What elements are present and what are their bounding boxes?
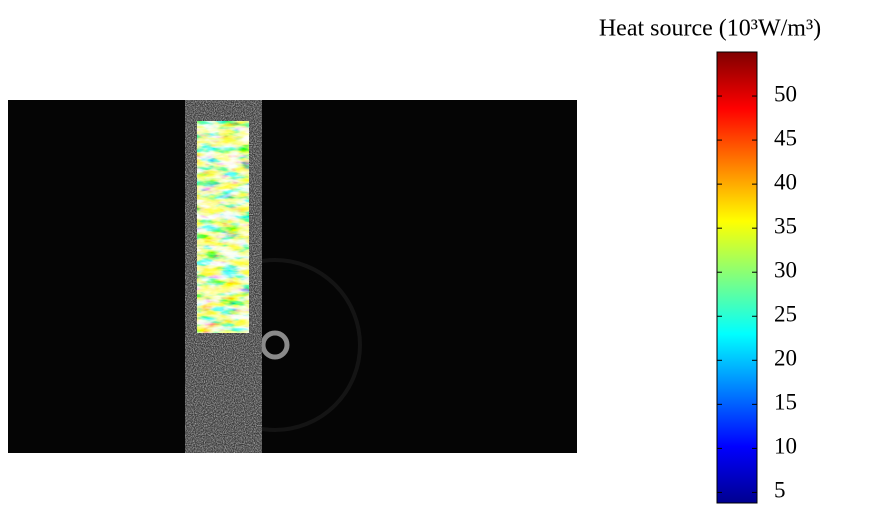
colorbar xyxy=(716,51,758,504)
tick-label: 5 xyxy=(774,478,786,503)
tick-label: 30 xyxy=(774,257,797,282)
tick-label: 20 xyxy=(774,346,797,371)
heat-overlay xyxy=(197,121,249,333)
tick-label: 35 xyxy=(774,213,797,238)
colorbar-title: Heat source (10³W/m³) xyxy=(599,16,821,42)
tick-label: 10 xyxy=(774,434,797,459)
tick-label: 45 xyxy=(774,125,797,150)
tick-label: 50 xyxy=(774,81,797,106)
tick-label: 25 xyxy=(774,302,797,327)
tick-label: 15 xyxy=(774,390,797,415)
tick-label: 40 xyxy=(774,169,797,194)
photo xyxy=(8,100,577,453)
